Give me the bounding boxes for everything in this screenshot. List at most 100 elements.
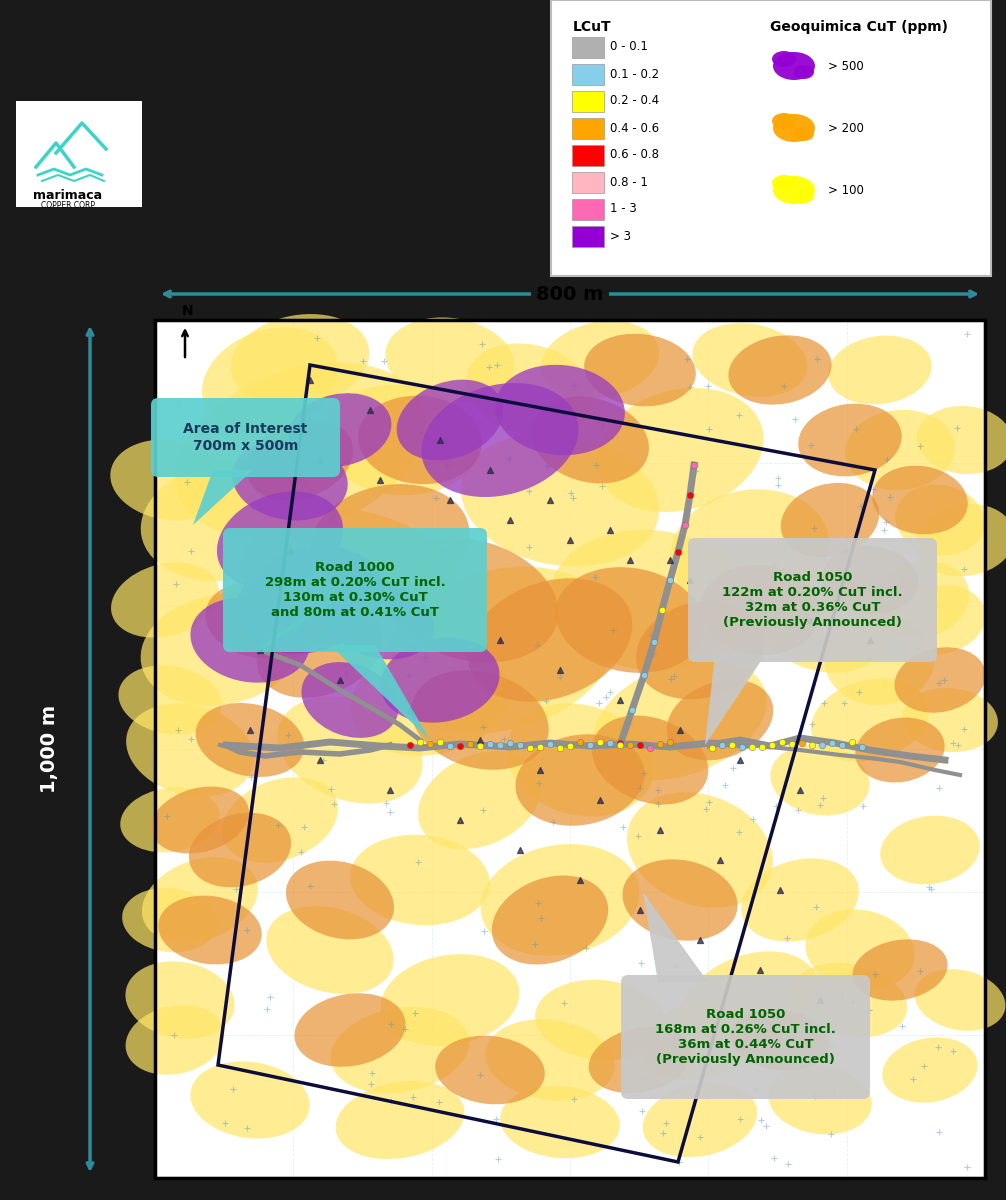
Ellipse shape — [894, 586, 986, 655]
Text: 0.8 - 1: 0.8 - 1 — [610, 175, 648, 188]
Point — [844, 732, 860, 751]
Point — [362, 401, 378, 420]
Point — [472, 737, 488, 756]
Point — [562, 737, 578, 756]
Point — [242, 720, 259, 739]
FancyBboxPatch shape — [155, 320, 985, 1178]
Point — [552, 738, 568, 757]
Ellipse shape — [852, 940, 948, 1001]
Point — [804, 736, 820, 755]
Ellipse shape — [295, 994, 405, 1067]
Point — [632, 736, 648, 755]
FancyBboxPatch shape — [572, 91, 604, 112]
Point — [714, 736, 730, 755]
Ellipse shape — [380, 954, 519, 1046]
Ellipse shape — [623, 859, 737, 941]
Point — [734, 737, 750, 757]
Text: > 500: > 500 — [828, 60, 864, 72]
Point — [654, 600, 670, 619]
Point — [452, 737, 468, 756]
FancyBboxPatch shape — [621, 974, 870, 1099]
Ellipse shape — [230, 314, 369, 406]
Point — [672, 720, 688, 739]
Ellipse shape — [700, 565, 820, 655]
Ellipse shape — [190, 1062, 310, 1139]
Ellipse shape — [436, 1036, 545, 1104]
Point — [622, 736, 638, 755]
Point — [482, 461, 498, 480]
Point — [592, 791, 608, 810]
Ellipse shape — [495, 365, 625, 455]
Ellipse shape — [597, 388, 764, 512]
FancyBboxPatch shape — [551, 0, 991, 276]
FancyBboxPatch shape — [572, 64, 604, 85]
Point — [742, 590, 759, 610]
Point — [834, 736, 850, 755]
Ellipse shape — [692, 323, 808, 397]
Ellipse shape — [872, 466, 968, 534]
Ellipse shape — [589, 1027, 691, 1093]
Ellipse shape — [111, 439, 229, 521]
Text: 0.1 - 0.2: 0.1 - 0.2 — [610, 67, 659, 80]
Point — [542, 491, 558, 510]
Text: N: N — [182, 304, 194, 318]
Ellipse shape — [189, 812, 291, 887]
Point — [662, 732, 678, 751]
Text: > 3: > 3 — [610, 229, 631, 242]
Point — [794, 733, 810, 752]
Polygon shape — [705, 655, 765, 745]
Ellipse shape — [825, 614, 935, 706]
Ellipse shape — [730, 1009, 830, 1070]
FancyBboxPatch shape — [151, 398, 340, 476]
Ellipse shape — [882, 1038, 978, 1103]
Point — [562, 530, 578, 550]
Ellipse shape — [267, 906, 393, 994]
Ellipse shape — [190, 598, 310, 683]
Ellipse shape — [468, 578, 633, 702]
Text: marimaca: marimaca — [33, 188, 103, 202]
FancyBboxPatch shape — [688, 538, 937, 662]
Ellipse shape — [122, 888, 218, 953]
Point — [282, 540, 298, 559]
Text: 0.2 - 0.4: 0.2 - 0.4 — [610, 95, 659, 108]
Ellipse shape — [752, 568, 888, 673]
FancyBboxPatch shape — [223, 528, 487, 652]
Ellipse shape — [336, 1081, 465, 1159]
Text: Road 1000
298m at 0.20% CuT incl.
130m at 0.30% CuT
and 80m at 0.41% CuT: Road 1000 298m at 0.20% CuT incl. 130m a… — [265, 560, 446, 619]
FancyBboxPatch shape — [572, 145, 604, 166]
Point — [422, 734, 438, 754]
Ellipse shape — [828, 336, 932, 404]
Point — [542, 734, 558, 754]
Ellipse shape — [232, 439, 348, 521]
Point — [632, 900, 648, 919]
Text: 0.4 - 0.6: 0.4 - 0.6 — [610, 121, 659, 134]
Point — [492, 630, 508, 649]
Point — [442, 737, 458, 756]
Ellipse shape — [278, 696, 423, 804]
Point — [462, 734, 478, 754]
Point — [662, 551, 678, 570]
Point — [602, 733, 618, 752]
Ellipse shape — [902, 688, 998, 752]
Ellipse shape — [331, 1007, 470, 1093]
Ellipse shape — [289, 394, 391, 467]
Ellipse shape — [682, 952, 818, 1049]
Ellipse shape — [311, 484, 470, 596]
Point — [472, 731, 488, 750]
Point — [332, 671, 348, 690]
Point — [662, 570, 678, 589]
Text: 1 - 3: 1 - 3 — [610, 203, 637, 216]
Ellipse shape — [917, 406, 1006, 474]
Ellipse shape — [793, 962, 907, 1037]
Point — [532, 761, 548, 780]
Ellipse shape — [667, 679, 774, 761]
Ellipse shape — [627, 792, 773, 907]
Point — [382, 780, 398, 799]
Ellipse shape — [515, 734, 645, 826]
Point — [670, 542, 686, 562]
Polygon shape — [193, 470, 253, 526]
Point — [411, 732, 428, 751]
Ellipse shape — [422, 383, 578, 497]
Ellipse shape — [871, 562, 970, 638]
Point — [772, 881, 788, 900]
